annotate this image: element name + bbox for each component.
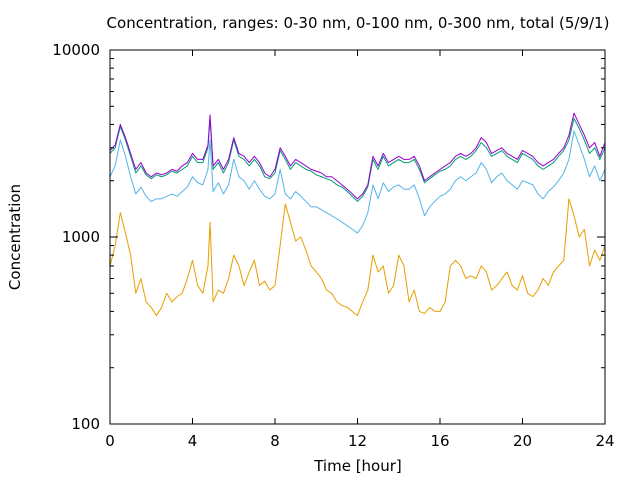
series-line-2	[109, 118, 606, 202]
x-tick-label: 24	[595, 432, 614, 450]
x-tick-label: 4	[188, 432, 198, 450]
x-axis-label: Time [hour]	[313, 457, 402, 475]
axis-ticks: 0 4 8 12 16 20 24 100 1000 10000	[52, 41, 614, 450]
y-tick-label: 10000	[52, 41, 100, 59]
y-tick-label: 100	[71, 415, 100, 433]
x-tick-label: 8	[270, 432, 280, 450]
x-tick-label: 20	[513, 432, 532, 450]
series-line-1	[109, 112, 606, 200]
series-lines	[109, 112, 606, 317]
x-tick-label: 0	[105, 432, 115, 450]
x-tick-label: 12	[348, 432, 367, 450]
chart-title: Concentration, ranges: 0-30 nm, 0-100 nm…	[107, 14, 610, 32]
series-line-4	[109, 198, 606, 317]
x-tick-label: 16	[430, 432, 449, 450]
y-tick-label: 1000	[62, 228, 100, 246]
y-axis-label: Concentration	[6, 184, 24, 290]
series-line-3	[109, 130, 606, 234]
